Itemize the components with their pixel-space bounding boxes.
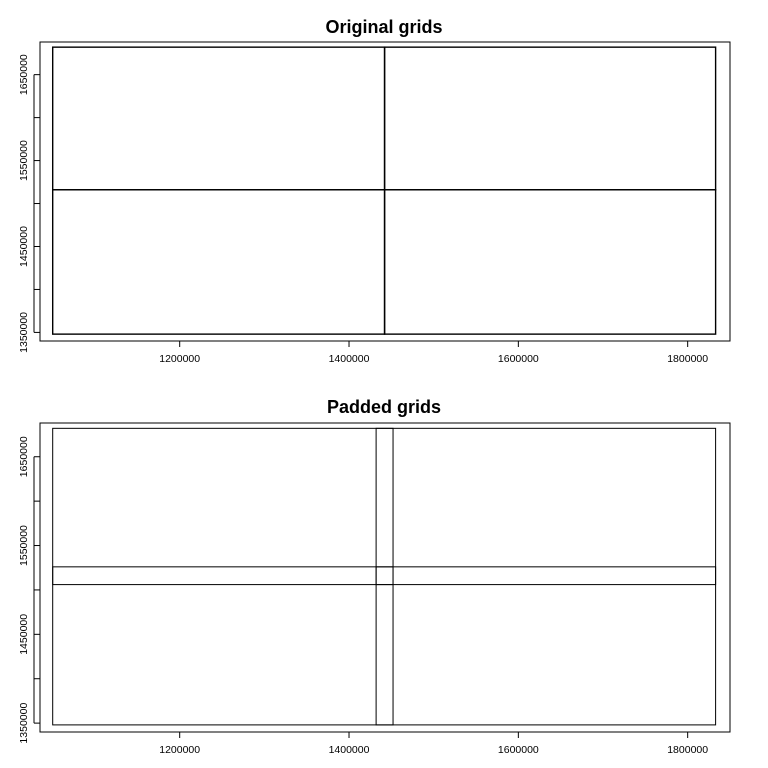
grid-cell — [51, 189, 386, 335]
x-tick-label: 1200000 — [159, 744, 200, 756]
grid-cell — [51, 46, 386, 191]
y-tick-label: 1550000 — [18, 140, 30, 181]
plot-frame — [39, 422, 731, 733]
y-tick-label: 1450000 — [18, 226, 30, 267]
grid-cell — [52, 427, 394, 586]
panel-original-grids: Original grids 1200000 1400000 1600000 1800… — [18, 17, 731, 365]
y-tick-label: 1350000 — [18, 312, 30, 353]
grid-cell — [375, 566, 717, 726]
y-tick-label: 1550000 — [18, 525, 30, 566]
panel-padded-grids: Padded grids 1200000 1400000 1600000 180000… — [18, 397, 731, 756]
x-tick-label: 1400000 — [329, 744, 370, 756]
y-tick-label: 1450000 — [18, 614, 30, 655]
grid-cell — [383, 46, 717, 191]
plot-frame — [39, 41, 731, 342]
x-tick-label: 1200000 — [159, 353, 200, 365]
y-tick-label: 1650000 — [18, 54, 30, 95]
x-tick-label: 1600000 — [498, 353, 539, 365]
x-tick-label: 1800000 — [667, 353, 708, 365]
grid-cell — [375, 427, 717, 586]
x-tick-label: 1600000 — [498, 744, 539, 756]
y-tick-label: 1350000 — [18, 703, 30, 744]
x-tick-label: 1800000 — [667, 744, 708, 756]
y-tick-label: 1650000 — [18, 436, 30, 477]
chart-title-padded: Padded grids — [327, 397, 441, 417]
grid-cell — [383, 189, 717, 335]
grid-cell — [52, 566, 394, 726]
x-tick-label: 1400000 — [329, 353, 370, 365]
chart-title-original: Original grids — [325, 17, 442, 37]
